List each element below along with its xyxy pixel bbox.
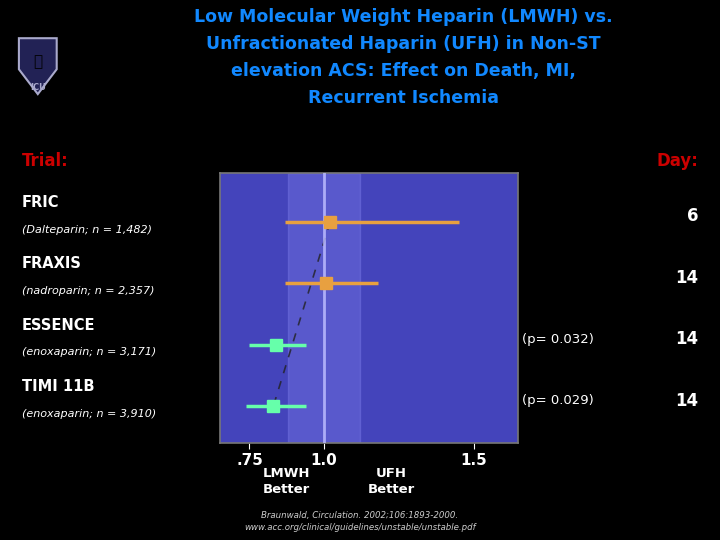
- Text: 6: 6: [687, 207, 698, 226]
- Text: (p= 0.032): (p= 0.032): [522, 333, 594, 346]
- Text: FRIC: FRIC: [22, 195, 59, 210]
- Text: LMWH
Better: LMWH Better: [263, 467, 310, 496]
- Text: Braunwald, Circulation. 2002;106:1893-2000.
www.acc.org/clinical/guidelines/unst: Braunwald, Circulation. 2002;106:1893-20…: [244, 511, 476, 532]
- Text: TIMI 11B: TIMI 11B: [22, 379, 94, 394]
- Bar: [288, 173, 360, 443]
- Text: Day:: Day:: [657, 152, 698, 170]
- Text: (nadroparin; n = 2,357): (nadroparin; n = 2,357): [22, 286, 154, 296]
- Text: (p= 0.029): (p= 0.029): [522, 394, 594, 407]
- Text: UFH
Better: UFH Better: [368, 467, 415, 496]
- Text: FRAXIS: FRAXIS: [22, 256, 81, 272]
- Text: Unfractionated Haparin (UFH) in Non-ST: Unfractionated Haparin (UFH) in Non-ST: [206, 35, 600, 53]
- Text: elevation ACS: Effect on Death, MI,: elevation ACS: Effect on Death, MI,: [231, 62, 575, 80]
- Text: 14: 14: [675, 330, 698, 348]
- Text: (Dalteparin; n = 1,482): (Dalteparin; n = 1,482): [22, 225, 152, 234]
- Text: (enoxaparin; n = 3,910): (enoxaparin; n = 3,910): [22, 409, 156, 419]
- Text: Recurrent Ischemia: Recurrent Ischemia: [307, 89, 499, 107]
- Text: Low Molecular Weight Heparin (LMWH) vs.: Low Molecular Weight Heparin (LMWH) vs.: [194, 8, 613, 26]
- Text: Trial:: Trial:: [22, 152, 68, 170]
- Text: ICU: ICU: [30, 83, 46, 92]
- Text: 14: 14: [675, 392, 698, 409]
- Text: 14: 14: [675, 269, 698, 287]
- Text: 🦅: 🦅: [33, 53, 42, 69]
- Text: ESSENCE: ESSENCE: [22, 318, 95, 333]
- Text: (enoxaparin; n = 3,171): (enoxaparin; n = 3,171): [22, 347, 156, 357]
- Polygon shape: [19, 38, 57, 94]
